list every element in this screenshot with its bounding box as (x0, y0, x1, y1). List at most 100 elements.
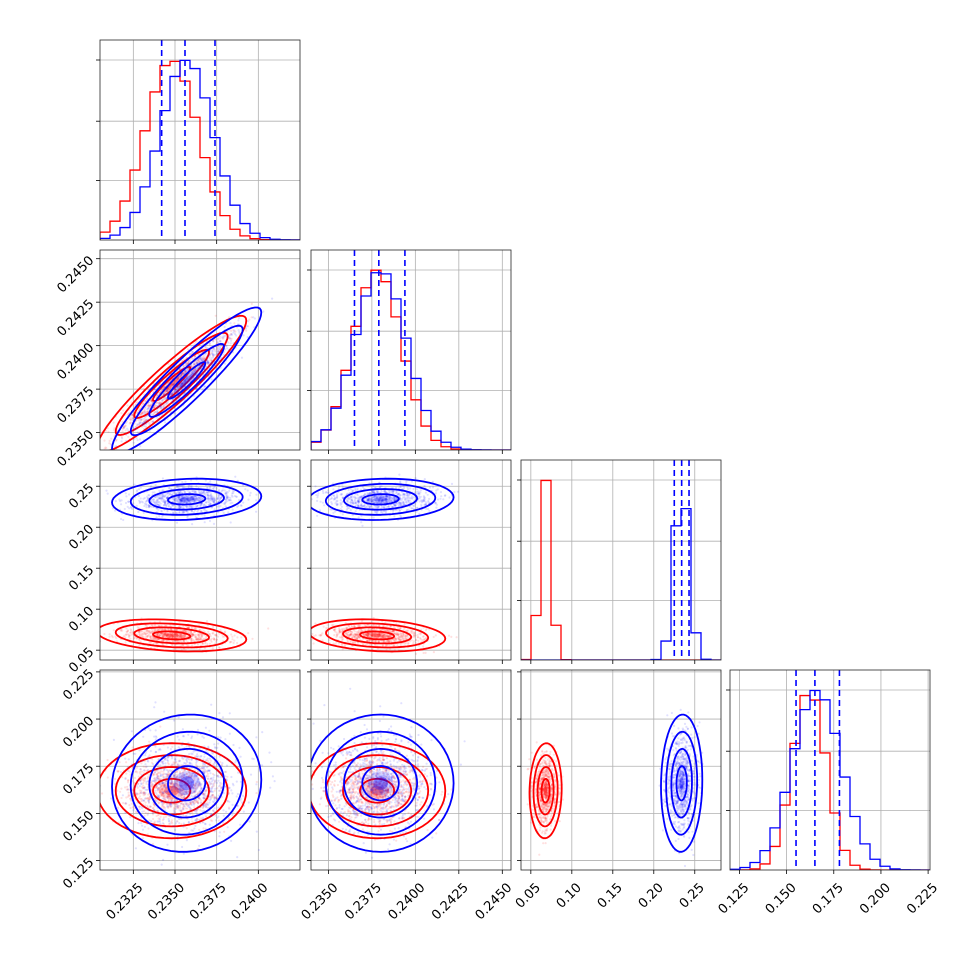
scatter-point (357, 625, 360, 628)
scatter-point (148, 494, 151, 497)
scatter-point (349, 633, 352, 636)
scatter-point (181, 497, 184, 500)
scatter-point (418, 632, 421, 635)
scatter-point (141, 411, 144, 415)
scatter-point (415, 490, 418, 493)
scatter-point (149, 505, 152, 508)
scatter-point (155, 393, 158, 396)
scatter-point (362, 633, 365, 636)
scatter-point (200, 497, 203, 500)
scatter-point (122, 426, 125, 429)
scatter-point (383, 635, 386, 638)
scatter-point (173, 499, 176, 502)
scatter-point (177, 389, 180, 392)
scatter-point (123, 634, 126, 637)
scatter-point (115, 637, 118, 640)
scatter-point (159, 632, 163, 635)
scatter-point (175, 399, 178, 402)
scatter-point (199, 366, 202, 369)
scatter-point (219, 351, 222, 354)
scatter-point (172, 374, 175, 377)
scatter-point (177, 487, 180, 490)
scatter-point (128, 634, 131, 637)
scatter-point (166, 510, 169, 513)
scatter-point (215, 338, 218, 341)
scatter-point (121, 437, 124, 440)
scatter-panel-2-0 (96, 459, 301, 664)
scatter-point (200, 490, 203, 493)
scatter-point (160, 510, 164, 513)
scatter-point (183, 634, 186, 637)
scatter-point (355, 637, 358, 641)
scatter-point (397, 633, 400, 636)
scatter-point (178, 492, 181, 495)
scatter-point (312, 642, 315, 645)
scatter-point (390, 491, 393, 494)
scatter-point (195, 638, 198, 641)
scatter-point (164, 401, 167, 404)
scatter-point (411, 497, 414, 500)
scatter-point (339, 508, 342, 511)
scatter-point (192, 505, 195, 509)
scatter-point (155, 503, 158, 506)
scatter-point (353, 635, 356, 639)
scatter-point (209, 635, 212, 638)
scatter-point (145, 499, 148, 502)
scatter-point (314, 485, 317, 488)
scatter-point (149, 635, 152, 638)
scatter-point (400, 637, 403, 640)
scatter-point (339, 501, 342, 505)
scatter-point (198, 497, 201, 500)
scatter-point (231, 489, 234, 492)
scatter-point (179, 499, 182, 502)
scatter-point (166, 387, 169, 390)
scatter-point (211, 352, 214, 356)
scatter-point (210, 351, 213, 354)
scatter-point (229, 496, 232, 499)
scatter-point (206, 497, 210, 500)
scatter-point (174, 628, 178, 631)
scatter-point (162, 504, 166, 507)
scatter-point (161, 406, 165, 409)
scatter-point (140, 411, 143, 414)
scatter-point (144, 405, 147, 409)
scatter-point (237, 504, 240, 507)
scatter-point (334, 628, 337, 631)
scatter-point (246, 320, 250, 323)
scatter-point (200, 503, 203, 506)
scatter-point (154, 638, 157, 641)
scatter-point (210, 506, 214, 509)
scatter-point (376, 490, 379, 493)
scatter-point (231, 495, 234, 498)
scatter-point (225, 500, 229, 503)
scatter-point (169, 506, 172, 509)
scatter-point (401, 494, 404, 497)
scatter-point (226, 494, 229, 497)
scatter-point (197, 638, 200, 641)
scatter-point (377, 505, 380, 508)
scatter-point (161, 635, 164, 638)
contour-series_b (164, 377, 180, 391)
scatter-point (211, 487, 214, 490)
scatter-point (185, 369, 188, 372)
scatter-point (242, 501, 245, 504)
scatter-point (165, 496, 168, 499)
scatter-point (357, 631, 360, 634)
scatter-point (397, 636, 400, 640)
scatter-point (129, 631, 132, 634)
scatter-point (200, 363, 203, 366)
scatter-point (179, 374, 183, 378)
scatter-point (125, 630, 128, 633)
scatter-point (221, 489, 224, 492)
scatter-point (151, 499, 154, 502)
scatter-point (385, 634, 388, 637)
scatter-point (203, 359, 206, 362)
scatter-point (181, 500, 184, 503)
scatter-point (388, 635, 391, 638)
scatter-point (374, 499, 377, 502)
scatter-point (208, 499, 211, 502)
scatter-point (182, 640, 185, 643)
scatter-point (214, 314, 217, 317)
scatter-point (129, 637, 132, 640)
scatter-point (212, 498, 215, 502)
